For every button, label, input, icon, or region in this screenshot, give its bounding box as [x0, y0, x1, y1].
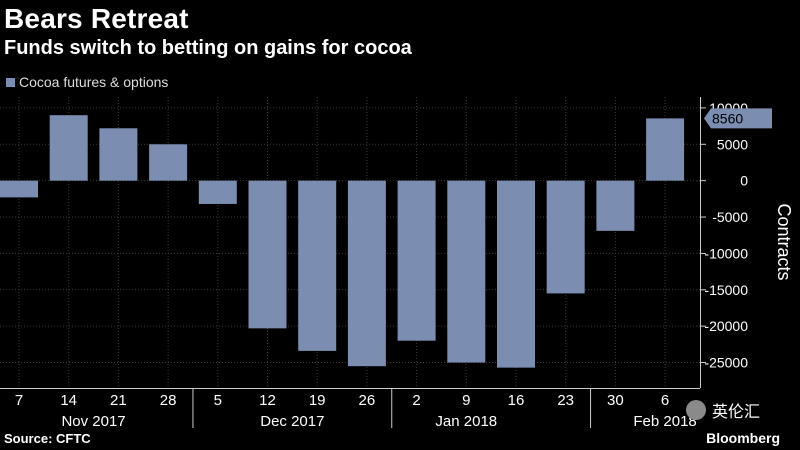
brand-logo: Bloomberg — [706, 430, 780, 446]
bar — [646, 118, 685, 181]
y-axis-label: Contracts — [774, 203, 794, 280]
y-tick-label: -25000 — [704, 355, 748, 371]
x-tick-label: 12 — [259, 392, 276, 409]
y-tick-label: -10000 — [704, 245, 748, 261]
bar — [596, 180, 635, 231]
month-label: Dec 2017 — [260, 413, 324, 430]
bar — [298, 180, 337, 351]
bar — [248, 180, 287, 329]
x-tick-label: 5 — [214, 392, 222, 409]
bar — [546, 180, 585, 294]
annotation-tag — [704, 108, 772, 129]
legend: Cocoa futures & options — [6, 72, 168, 92]
x-tick-label: 19 — [309, 392, 326, 409]
chart-title: Bears Retreat — [4, 3, 189, 34]
x-tick-label: 21 — [110, 392, 127, 409]
legend-swatch — [6, 77, 15, 87]
x-tick-label: 9 — [462, 392, 470, 409]
wechat-icon — [686, 400, 706, 420]
y-tick-label: 5000 — [717, 136, 748, 152]
x-tick-label: 28 — [160, 392, 177, 409]
bar — [99, 128, 138, 181]
bar — [497, 180, 535, 368]
bar — [0, 180, 38, 198]
annotation-label: 8560 — [712, 110, 743, 126]
y-tick-label: -20000 — [704, 318, 748, 334]
chart-subtitle: Funds switch to betting on gains for coc… — [4, 37, 412, 59]
x-tick-label: 14 — [60, 392, 77, 409]
bar — [447, 180, 486, 363]
watermark-text: 英伦汇 — [712, 404, 761, 421]
x-tick-label: 7 — [15, 392, 23, 409]
bar — [49, 115, 88, 181]
watermark: 英伦汇 — [686, 398, 760, 422]
bar — [347, 180, 386, 367]
x-tick-label: 26 — [359, 392, 376, 409]
x-tick-label: 16 — [508, 392, 525, 409]
bar — [149, 144, 188, 181]
x-tick-label: 6 — [661, 392, 669, 409]
x-tick-label: 30 — [607, 392, 624, 409]
y-tick-label: 0 — [740, 173, 748, 189]
y-tick-label: -5000 — [712, 209, 748, 225]
legend-label: Cocoa futures & options — [19, 74, 169, 90]
month-label: Feb 2018 — [633, 413, 696, 430]
source-note: Source: CFTC — [4, 431, 91, 446]
month-label: Jan 2018 — [435, 413, 497, 430]
bar — [198, 180, 237, 204]
x-tick-label: 2 — [412, 392, 420, 409]
y-tick-label: -15000 — [704, 282, 748, 298]
month-label: Nov 2017 — [61, 413, 125, 430]
x-tick-label: 23 — [557, 392, 574, 409]
bar — [397, 180, 436, 341]
